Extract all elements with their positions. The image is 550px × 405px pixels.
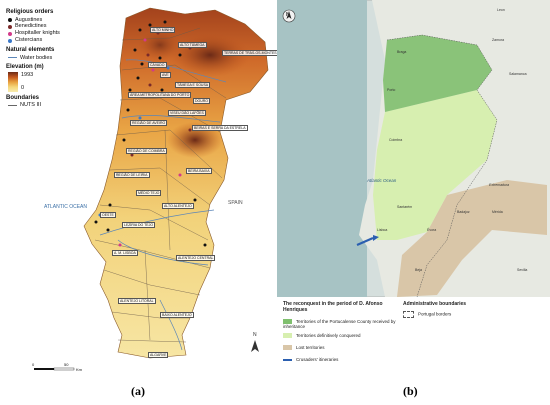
region-label: A. M. LISBOA bbox=[112, 250, 138, 256]
scale-bar bbox=[34, 367, 75, 371]
legend-orders-title: Religious orders bbox=[6, 9, 54, 15]
region-label: REGIÃO DE LEIRIA bbox=[114, 172, 150, 178]
region-label: REGIÃO DE COIMBRA bbox=[126, 148, 167, 154]
region-label: ÁREA METROPOLITANA DO PORTO bbox=[128, 92, 192, 98]
caption-b: (b) bbox=[403, 384, 418, 398]
region-label: TÂMEGA E SOUSA bbox=[175, 82, 211, 88]
reconquest-map bbox=[276, 0, 550, 298]
region-label: ALTO ALENTEJO bbox=[162, 203, 194, 209]
north-arrow-icon bbox=[251, 340, 259, 352]
region-label: ALENTEJO CENTRAL bbox=[176, 255, 216, 261]
place-label: Mérida bbox=[492, 210, 503, 214]
legend-order-augustines: Augustines bbox=[8, 17, 60, 24]
legend-item-inherited: Territories of the Portucalense County r… bbox=[283, 319, 396, 330]
north-label: N bbox=[253, 332, 257, 338]
region-label: MÉDIO TEJO bbox=[136, 190, 162, 196]
place-label: Santarém bbox=[397, 205, 413, 209]
region-label: ALTO TÂMEGA bbox=[178, 42, 207, 48]
place-label: Coimbra bbox=[389, 138, 403, 142]
place-label: Zamora bbox=[492, 38, 505, 42]
scale-tick-50: 50 bbox=[64, 362, 69, 367]
region-label: REGIÃO DE AVEIRO bbox=[130, 120, 168, 126]
inherited-territories bbox=[383, 35, 492, 112]
crusaders-itinerary-arrow bbox=[356, 236, 374, 247]
region-label: AVE bbox=[160, 72, 171, 78]
ocean-label: Atlantic Ocean bbox=[367, 178, 397, 183]
caption-a: (a) bbox=[131, 384, 145, 398]
legend-elevation-ramp: 1993 0 bbox=[8, 71, 60, 92]
place-label: Beja bbox=[415, 268, 423, 272]
region-label: OESTE bbox=[100, 212, 116, 218]
legend-item-conquered: Territories definitively conquered bbox=[283, 333, 403, 339]
place-label: Extremadura bbox=[489, 183, 510, 187]
panel-a-map: Religious orders Augustines Benedictines… bbox=[0, 0, 279, 380]
place-label: Leon bbox=[497, 8, 505, 12]
admin-borders: Portugal borders bbox=[403, 311, 451, 318]
conquered-territories bbox=[373, 90, 497, 240]
place-label: Sevilla bbox=[517, 268, 528, 272]
legend-title: The reconquest in the period of D. Afons… bbox=[283, 301, 383, 313]
region-label: ALENTEJO LITORAL bbox=[118, 298, 156, 304]
region-label: LEZÍRIA DO TEJO bbox=[122, 222, 156, 228]
legend-water-bodies: Water bodies bbox=[8, 55, 60, 62]
legend-order-hospitallers: Hospitaller knights bbox=[8, 30, 60, 37]
spain-label: SPAIN bbox=[228, 200, 243, 206]
legend-natural-title: Natural elements bbox=[6, 47, 55, 53]
place-label: Badajoz bbox=[457, 210, 470, 214]
map-legend: Religious orders Augustines Benedictines… bbox=[6, 6, 60, 109]
place-label: Salamanca bbox=[509, 72, 527, 76]
legend-item-lost: Lost territories bbox=[283, 345, 403, 351]
place-label: Évora bbox=[427, 228, 437, 232]
reconquest-legend: The reconquest in the period of D. Afons… bbox=[277, 297, 550, 380]
place-label: Braga bbox=[397, 50, 407, 54]
legend-order-benedictines: Benedictines bbox=[8, 23, 60, 30]
place-label: Lisboa bbox=[377, 228, 388, 232]
legend-boundaries-title: Boundaries bbox=[6, 94, 40, 101]
panel-b-map: Atlantic Ocean Braga Porto Coimbra Santa… bbox=[276, 0, 550, 380]
north-label: N bbox=[286, 12, 290, 18]
admin-title: Administrative boundaries bbox=[403, 301, 467, 307]
region-label: BEIRA BAIXA bbox=[186, 168, 212, 174]
region-label: TERRAS DE TRÁS-OS-MONTES bbox=[222, 50, 279, 56]
region-label: DOURO bbox=[193, 98, 211, 104]
lost-territories bbox=[397, 180, 547, 297]
region-label: ALTO MINHO bbox=[150, 27, 176, 33]
place-label: Porto bbox=[387, 88, 396, 92]
legend-order-cistercians: Cistercians bbox=[8, 37, 60, 44]
legend-elevation-title: Elevation (m) bbox=[6, 64, 44, 71]
region-label: VISEU DÃO LAFÕES bbox=[168, 110, 206, 116]
legend-item-crusaders: Crusaders' itineraries bbox=[283, 357, 403, 362]
rivers bbox=[99, 59, 227, 351]
scale-tick-0: 0 bbox=[32, 362, 35, 367]
region-label: ALGARVE bbox=[148, 352, 169, 358]
region-label: BAIXO ALENTEJO bbox=[160, 312, 194, 318]
region-label: BEIRAS E SERRA DA ESTRELA bbox=[192, 125, 248, 131]
legend-nuts: NUTS III bbox=[8, 102, 60, 109]
scale-unit: Km bbox=[76, 367, 82, 372]
monastery-points bbox=[94, 20, 207, 247]
region-label: CÁVADO bbox=[148, 62, 167, 68]
ocean-label: ATLANTIC OCEAN bbox=[44, 204, 87, 210]
